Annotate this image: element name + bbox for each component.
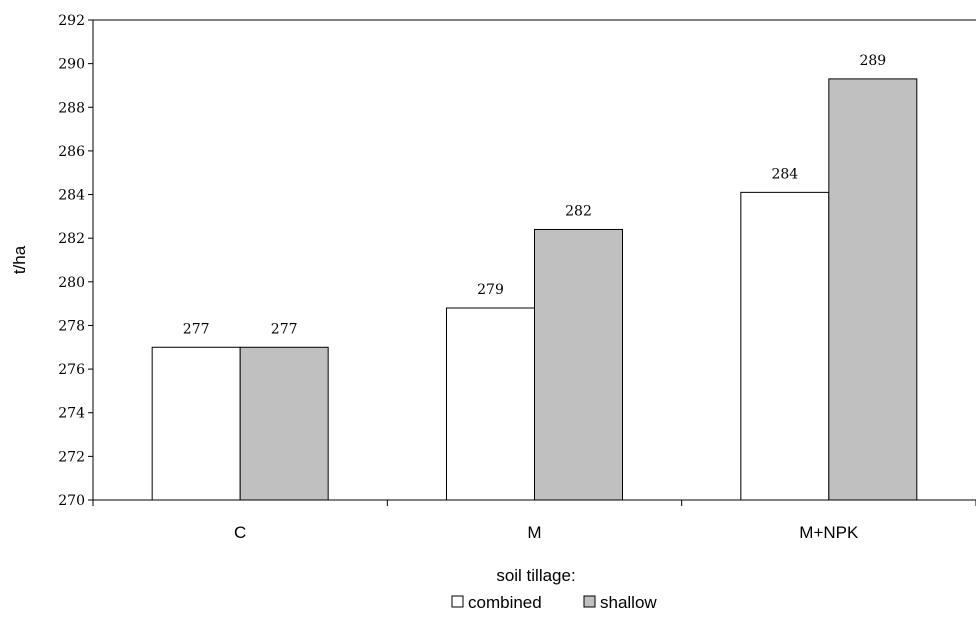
bar-shallow-M <box>534 228 623 501</box>
data-label-combined-C: 277 <box>183 321 210 337</box>
y-tick-label: 278 <box>58 318 85 334</box>
legend-swatch-shallow <box>583 595 596 608</box>
y-tick-label: 272 <box>58 449 85 465</box>
bar-combined-M+NPK <box>740 191 830 501</box>
data-label-combined-M: 279 <box>477 282 504 298</box>
bars-group <box>151 78 918 501</box>
data-label-shallow-M: 282 <box>565 203 592 219</box>
category-label-C: C <box>234 523 246 542</box>
bar-shallow-C <box>239 346 329 501</box>
y-ticks-group: 270 272 274 276 278 280 282 284 286 288 290 292 <box>58 13 93 509</box>
y-tick-label: 282 <box>58 231 85 247</box>
data-labels-group: 277 277 279 282 284 289 <box>183 53 886 337</box>
bar-shallow-M+NPK <box>828 78 918 501</box>
y-tick-label: 288 <box>58 100 85 116</box>
category-label-M: M <box>527 523 541 542</box>
category-labels-group: C M M+NPK <box>234 523 859 542</box>
data-label-shallow-C: 277 <box>271 321 298 337</box>
legend-label-shallow: shallow <box>600 593 657 612</box>
legend-label-combined: combined <box>468 593 542 612</box>
axes-group <box>92 19 976 506</box>
y-tick-label: 292 <box>58 13 85 29</box>
y-tick-label: 274 <box>58 406 85 422</box>
y-axis-title: t/ha <box>10 245 29 274</box>
bar-combined-C <box>151 346 241 501</box>
y-tick-label: 280 <box>58 275 85 291</box>
y-tick-label: 276 <box>58 362 85 378</box>
bar-combined-M <box>446 307 535 501</box>
y-tick-label: 290 <box>58 57 85 73</box>
data-label-shallow-M+NPK: 289 <box>859 53 886 69</box>
legend: combined shallow <box>451 593 657 612</box>
y-tick-label: 270 <box>58 493 85 509</box>
data-label-combined-M+NPK: 284 <box>771 166 798 182</box>
y-tick-label: 284 <box>58 188 85 204</box>
legend-title: soil tillage: <box>496 566 575 585</box>
y-tick-label: 286 <box>58 144 85 160</box>
category-label-M+NPK: M+NPK <box>799 523 859 542</box>
legend-swatch-combined <box>451 595 464 608</box>
